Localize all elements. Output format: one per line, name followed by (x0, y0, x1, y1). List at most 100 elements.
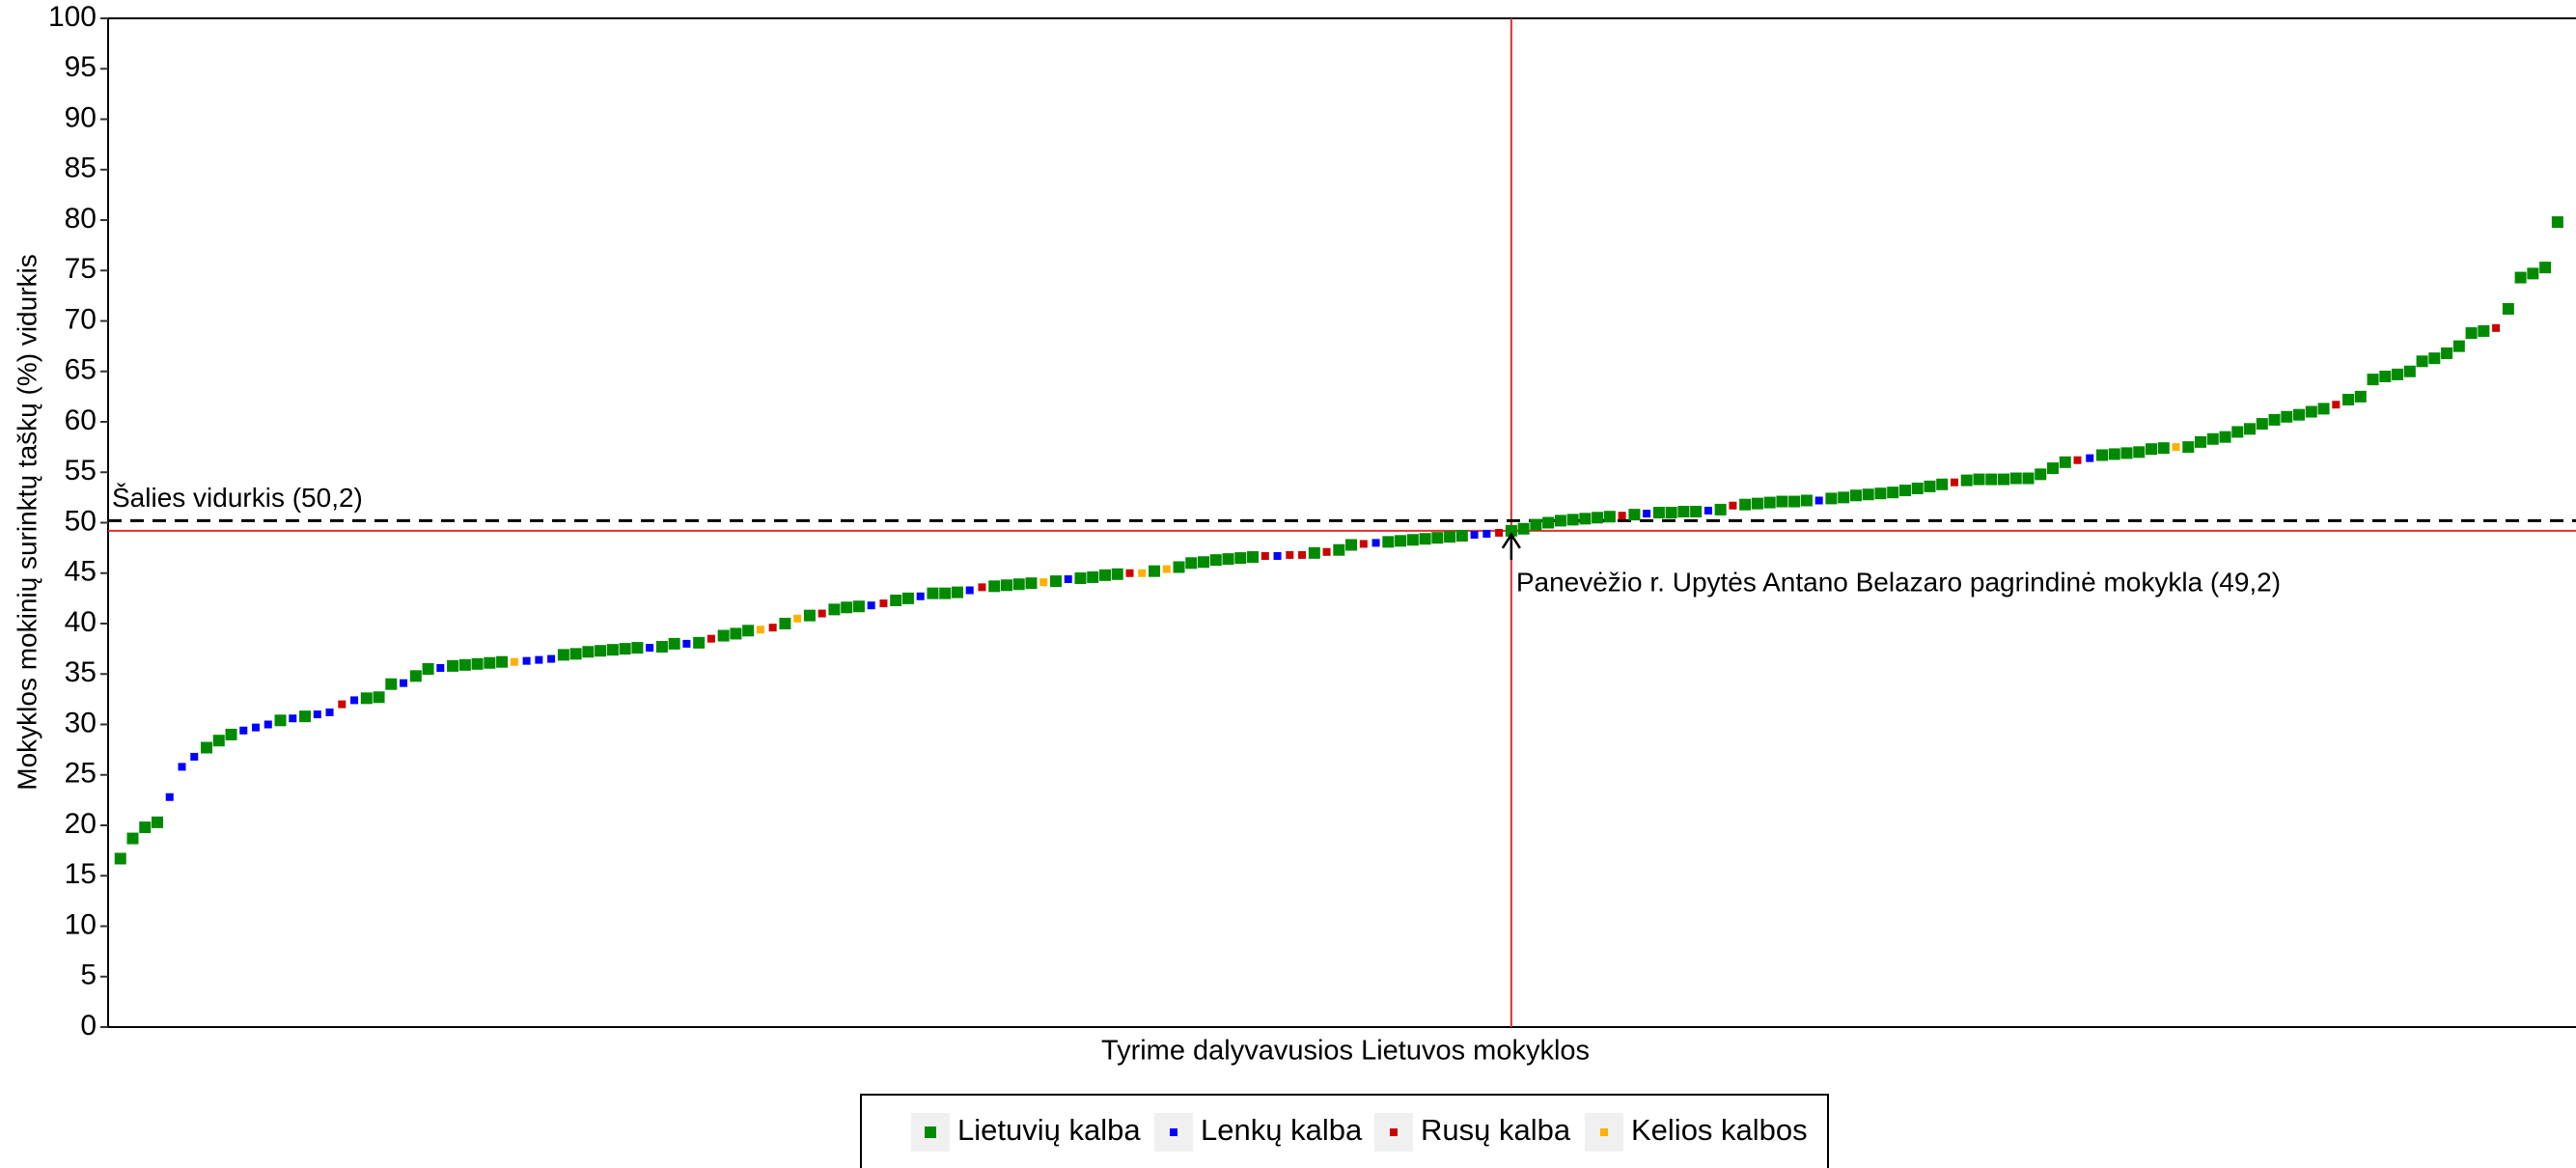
legend-label: Kelios kalbos (1631, 1113, 1808, 1147)
data-point (2268, 413, 2281, 426)
data-point (2182, 441, 2195, 454)
data-point (1012, 578, 1025, 591)
data-point (965, 586, 974, 595)
data-point (2305, 405, 2317, 418)
data-point (1690, 506, 1703, 518)
data-point (1554, 514, 1566, 527)
data-point (447, 659, 459, 672)
data-point (2478, 324, 2490, 337)
data-point (1149, 565, 1161, 577)
data-point (1898, 485, 1911, 497)
data-point (373, 691, 385, 704)
y-tick-label: 5 (80, 959, 97, 991)
data-point (1049, 575, 1062, 588)
data-point (436, 663, 445, 672)
data-point (2452, 340, 2465, 352)
data-point (1025, 577, 1038, 590)
data-point (730, 627, 742, 640)
data-point (927, 587, 939, 599)
data-point (1751, 497, 1763, 510)
data-point (619, 643, 631, 655)
data-point (2428, 352, 2441, 365)
data-point (496, 655, 509, 668)
data-point (2342, 394, 2355, 406)
data-point (2059, 456, 2071, 468)
data-point (1162, 565, 1171, 573)
data-point (742, 625, 755, 637)
legend-label: Lenkų kalba (1201, 1113, 1363, 1147)
data-point (1862, 488, 1874, 501)
data-point (2157, 442, 2170, 455)
data-point (1470, 531, 1479, 540)
data-point (178, 763, 186, 771)
y-tick-label: 30 (65, 707, 97, 738)
data-point (939, 587, 952, 599)
data-point (1618, 512, 1626, 520)
legend-box (860, 1094, 1829, 1168)
data-point (1517, 522, 1530, 535)
y-tick-label: 35 (65, 656, 97, 688)
y-tick-label: 50 (65, 505, 97, 537)
y-axis-label: Mokyklos mokinių surinktų taškų (%) vidu… (12, 254, 42, 791)
legend-key (925, 1126, 936, 1138)
data-point (1308, 546, 1320, 559)
data-point (313, 710, 321, 719)
data-point (2465, 327, 2478, 340)
data-point (1887, 487, 1899, 499)
data-point (535, 655, 543, 664)
data-point (2073, 456, 2082, 464)
data-point (1997, 473, 2009, 486)
data-point (325, 708, 334, 716)
data-point (252, 723, 261, 732)
data-point (1125, 569, 1134, 577)
y-tick-label: 85 (65, 153, 97, 184)
y-tick-label: 0 (80, 1010, 97, 1042)
y-tick-label: 20 (65, 808, 97, 840)
data-point (1874, 487, 1887, 500)
data-point (2293, 408, 2306, 421)
data-point (2332, 401, 2341, 409)
data-point (165, 793, 174, 801)
data-point (190, 752, 199, 761)
data-point (239, 726, 248, 735)
data-point (263, 720, 272, 729)
data-point (484, 656, 496, 669)
y-tick-label: 100 (48, 1, 97, 33)
y-tick-label: 70 (65, 303, 97, 335)
data-point (1431, 532, 1444, 544)
data-point (852, 600, 865, 613)
data-point (471, 657, 484, 670)
data-point (916, 592, 925, 600)
data-point (400, 679, 408, 687)
y-tick-label: 55 (65, 455, 97, 487)
data-point (2527, 267, 2539, 280)
data-point (2403, 365, 2416, 377)
data-point (1185, 557, 1198, 570)
data-point (879, 599, 888, 608)
y-tick-label: 25 (65, 758, 97, 790)
data-point (1924, 480, 1936, 492)
data-point (569, 648, 582, 660)
data-point (841, 601, 853, 614)
data-point (646, 644, 654, 653)
data-point (152, 816, 164, 828)
data-point (2416, 355, 2428, 368)
x-axis-label: Tyrime dalyvavusios Lietuvos mokyklos (1101, 1036, 1590, 1067)
data-point (901, 592, 914, 604)
data-point (385, 678, 398, 690)
data-point (1579, 513, 1592, 525)
data-point (631, 642, 644, 654)
data-point (2502, 302, 2514, 315)
data-point (2256, 418, 2268, 431)
data-point (2172, 443, 2180, 452)
data-point (422, 663, 434, 676)
data-point (655, 641, 668, 654)
data-point (1763, 496, 1776, 509)
y-tick-label: 10 (65, 908, 97, 940)
data-point (1064, 575, 1072, 584)
data-point (693, 636, 706, 649)
data-point (1074, 571, 1087, 584)
data-point (1371, 539, 1380, 547)
data-point (2146, 443, 2158, 456)
